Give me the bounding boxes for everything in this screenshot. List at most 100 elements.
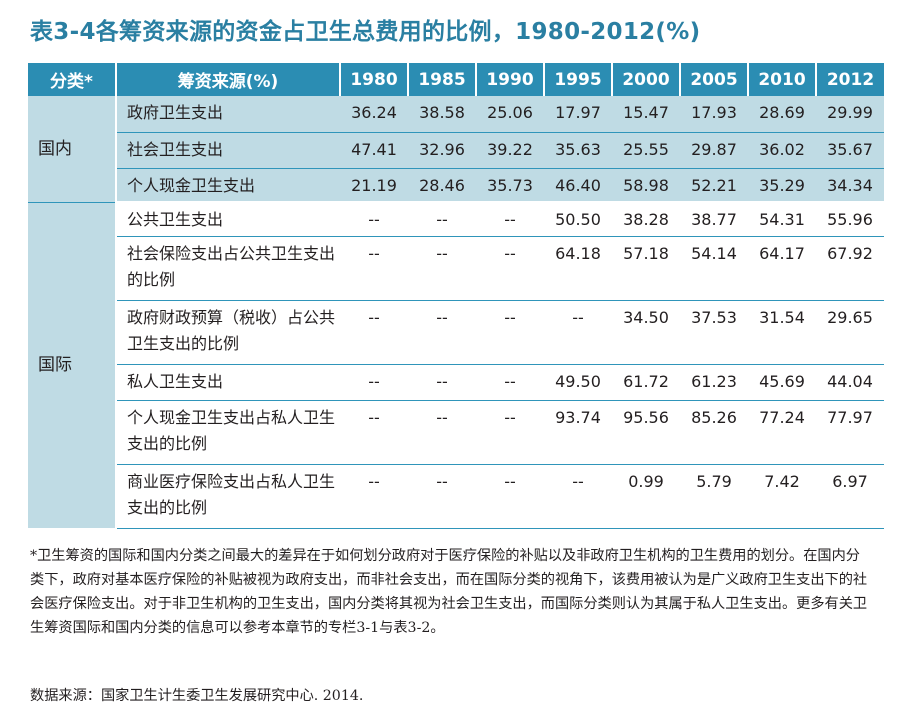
column-header: 2000	[612, 63, 681, 96]
value-cell: --	[340, 400, 408, 465]
source-cell: 政府财政预算（税收）占公共卫生支出的比例	[115, 300, 340, 365]
value-cell: --	[340, 300, 408, 365]
table-row: 个人现金卫生支出 21.19 28.46 35.73 46.40 58.98 52.21 35…	[28, 168, 884, 203]
value-cell: 64.17	[748, 236, 816, 301]
value-cell: --	[408, 300, 476, 365]
value-cell: 93.74	[544, 400, 612, 465]
value-cell: --	[340, 202, 408, 237]
value-cell: --	[408, 202, 476, 237]
source-cell: 政府卫生支出	[115, 96, 340, 133]
column-header: 筹资来源(%)	[116, 63, 341, 96]
funding-source-table: 分类* 筹资来源(%) 1980 1985 1990 1995 2000 200…	[28, 63, 884, 529]
value-cell: 39.22	[476, 132, 544, 169]
value-cell: 31.54	[748, 300, 816, 365]
value-cell: 32.96	[408, 132, 476, 169]
source-cell: 商业医疗保险支出占私人卫生支出的比例	[115, 464, 340, 529]
value-cell: 36.02	[748, 132, 816, 169]
value-cell: 52.21	[680, 168, 748, 203]
value-cell: 35.73	[476, 168, 544, 203]
category-cell: 国内	[28, 96, 116, 203]
column-header: 1995	[544, 63, 613, 96]
column-header: 分类*	[28, 63, 117, 96]
source-cell: 社会卫生支出	[115, 132, 340, 169]
source-cell: 个人现金卫生支出占私人卫生支出的比例	[115, 400, 340, 465]
value-cell: 34.34	[816, 168, 884, 203]
table-row: 政府财政预算（税收）占公共卫生支出的比例 -- -- -- -- 34.50 37.53 31…	[28, 300, 884, 365]
value-cell: --	[340, 464, 408, 529]
footnote: *卫生筹资的国际和国内分类之间最大的差异在于如何划分政府对于医疗保险的补贴以及非…	[30, 548, 868, 636]
value-cell: 36.24	[340, 96, 408, 133]
value-cell: --	[476, 400, 544, 465]
table-row: 商业医疗保险支出占私人卫生支出的比例 -- -- -- -- 0.99 5.79 7.42 6.…	[28, 464, 884, 529]
header-row: 分类* 筹资来源(%) 1980 1985 1990 1995 2000 200…	[28, 63, 884, 96]
value-cell: --	[476, 236, 544, 301]
value-cell: 29.65	[816, 300, 884, 365]
table-title: 表3-4各筹资来源的资金占卫生总费用的比例，1980-2012(%)	[30, 19, 701, 45]
column-header: 1980	[340, 63, 409, 96]
value-cell: 37.53	[680, 300, 748, 365]
value-cell: 46.40	[544, 168, 612, 203]
value-cell: --	[476, 202, 544, 237]
value-cell: --	[408, 400, 476, 465]
value-cell: --	[544, 300, 612, 365]
column-header: 2005	[680, 63, 749, 96]
value-cell: 35.63	[544, 132, 612, 169]
table-row: 国际 公共卫生支出 -- -- -- 50.50 38.28 38.77 54.31 55.96	[28, 202, 884, 528]
table-row: 私人卫生支出 -- -- -- 49.50 61.72 61.23 45.69 44.04	[28, 364, 884, 401]
value-cell: 38.28	[612, 202, 680, 237]
value-cell: --	[340, 236, 408, 301]
value-cell: --	[340, 364, 408, 401]
value-cell: --	[408, 464, 476, 529]
column-header: 1985	[408, 63, 477, 96]
value-cell: 17.97	[544, 96, 612, 133]
table-row: 国内 政府卫生支出 36.24 38.58 25.06 17.97 15.47 17.93 28…	[28, 96, 884, 203]
value-cell: 54.31	[748, 202, 816, 237]
value-cell: 45.69	[748, 364, 816, 401]
category-cell: 国际	[28, 202, 116, 528]
value-cell: --	[476, 464, 544, 529]
value-cell: 38.77	[680, 202, 748, 237]
value-cell: 50.50	[544, 202, 612, 237]
value-cell: 54.14	[680, 236, 748, 301]
source-cell: 公共卫生支出	[115, 202, 340, 237]
value-cell: 15.47	[612, 96, 680, 133]
value-cell: 58.98	[612, 168, 680, 203]
value-cell: 5.79	[680, 464, 748, 529]
value-cell: 35.29	[748, 168, 816, 203]
value-cell: 67.92	[816, 236, 884, 301]
value-cell: 25.55	[612, 132, 680, 169]
value-cell: --	[408, 364, 476, 401]
value-cell: --	[544, 464, 612, 529]
value-cell: 21.19	[340, 168, 408, 203]
value-cell: 61.23	[680, 364, 748, 401]
column-header: 2012	[816, 63, 884, 96]
value-cell: 17.93	[680, 96, 748, 133]
source-cell: 私人卫生支出	[115, 364, 340, 401]
value-cell: 85.26	[680, 400, 748, 465]
source-cell: 个人现金卫生支出	[115, 168, 340, 203]
value-cell: 29.87	[680, 132, 748, 169]
value-cell: 35.67	[816, 132, 884, 169]
value-cell: --	[408, 236, 476, 301]
value-cell: 77.97	[816, 400, 884, 465]
column-header: 2010	[748, 63, 817, 96]
value-cell: 7.42	[748, 464, 816, 529]
value-cell: 77.24	[748, 400, 816, 465]
value-cell: 29.99	[816, 96, 884, 133]
value-cell: 25.06	[476, 96, 544, 133]
value-cell: --	[476, 300, 544, 365]
value-cell: 44.04	[816, 364, 884, 401]
value-cell: 28.69	[748, 96, 816, 133]
value-cell: 64.18	[544, 236, 612, 301]
value-cell: 28.46	[408, 168, 476, 203]
column-header: 1990	[476, 63, 545, 96]
table-row: 个人现金卫生支出占私人卫生支出的比例 -- -- -- 93.74 95.56 85.26 7…	[28, 400, 884, 465]
source-cell: 社会保险支出占公共卫生支出的比例	[115, 236, 340, 301]
value-cell: 55.96	[816, 202, 884, 237]
value-cell: 49.50	[544, 364, 612, 401]
value-cell: 57.18	[612, 236, 680, 301]
value-cell: 34.50	[612, 300, 680, 365]
value-cell: 47.41	[340, 132, 408, 169]
data-source: 数据来源：国家卫生计生委卫生发展研究中心. 2014.	[30, 688, 364, 704]
table-row: 社会卫生支出 47.41 32.96 39.22 35.63 25.55 29.87 36.0…	[28, 132, 884, 169]
